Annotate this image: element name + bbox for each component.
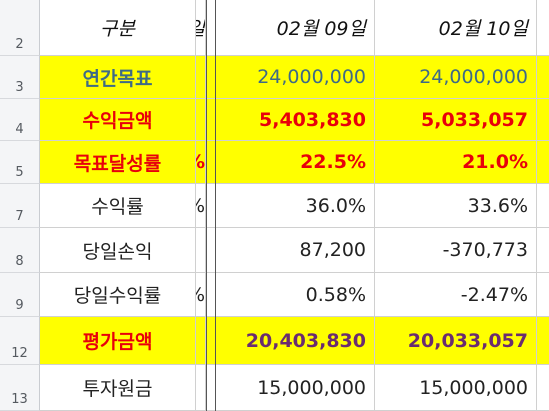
value-cell[interactable]: 5,033,057 (375, 99, 537, 141)
row-header-8[interactable]: 8 (0, 228, 40, 273)
partial-column-cell[interactable] (537, 228, 549, 273)
row-header-2[interactable]: 2 (0, 0, 40, 56)
partial-cell[interactable]: % (196, 184, 206, 228)
partial-cell[interactable] (196, 56, 206, 99)
header-partial-cell[interactable]: 일 (196, 0, 206, 56)
row-header-12[interactable]: 12 (0, 317, 40, 365)
label-cell-profit-amount[interactable]: 수익금액 (40, 99, 196, 141)
value-cell[interactable]: 36.0% (206, 184, 375, 228)
partial-cell[interactable]: % (196, 273, 206, 317)
value-cell[interactable]: -370,773 (375, 228, 537, 273)
label-cell-annual-target[interactable]: 연간목표 (40, 56, 196, 99)
header-label-cell[interactable]: 구분 (40, 0, 196, 56)
partial-column-cell[interactable] (537, 184, 549, 228)
row-header-4[interactable]: 4 (0, 99, 40, 141)
row-header-13[interactable]: 13 (0, 365, 40, 411)
label-cell-daily-return[interactable]: 당일수익률 (40, 273, 196, 317)
partial-column-cell[interactable] (537, 99, 549, 141)
value-cell[interactable]: 5,403,830 (206, 99, 375, 141)
row-header-9[interactable]: 9 (0, 273, 40, 317)
header-date-cell-2[interactable]: 02월 10일 (375, 0, 537, 56)
partial-cell[interactable] (196, 317, 206, 365)
partial-cell[interactable] (196, 365, 206, 411)
partial-column-cell[interactable] (537, 56, 549, 99)
value-cell[interactable]: -2.47% (375, 273, 537, 317)
label-cell-valuation[interactable]: 평가금액 (40, 317, 196, 365)
value-cell[interactable]: 20,403,830 (206, 317, 375, 365)
value-cell[interactable]: 21.0% (375, 141, 537, 184)
partial-column-cell[interactable] (537, 317, 549, 365)
partial-cell[interactable]: % (196, 141, 206, 184)
header-date-cell-1[interactable]: 02월 09일 (206, 0, 375, 56)
row-header-7[interactable]: 7 (0, 184, 40, 228)
partial-column-cell[interactable] (537, 141, 549, 184)
value-cell[interactable]: 22.5% (206, 141, 375, 184)
row-header-5[interactable]: 5 (0, 141, 40, 184)
label-cell-goal-achievement[interactable]: 목표달성률 (40, 141, 196, 184)
value-cell[interactable]: 15,000,000 (375, 365, 537, 411)
partial-column-cell[interactable] (537, 365, 549, 411)
partial-cell[interactable] (196, 228, 206, 273)
partial-column-cell[interactable] (537, 0, 549, 56)
value-cell[interactable]: 87,200 (206, 228, 375, 273)
label-cell-daily-pnl[interactable]: 당일손익 (40, 228, 196, 273)
value-cell[interactable]: 20,033,057 (375, 317, 537, 365)
hidden-column-separator (215, 0, 216, 411)
label-cell-principal[interactable]: 투자원금 (40, 365, 196, 411)
hidden-column-separator (206, 0, 207, 411)
value-cell[interactable]: 15,000,000 (206, 365, 375, 411)
value-cell[interactable]: 0.58% (206, 273, 375, 317)
value-cell[interactable]: 33.6% (375, 184, 537, 228)
value-cell[interactable]: 24,000,000 (375, 56, 537, 99)
partial-column-cell[interactable] (537, 273, 549, 317)
partial-cell[interactable] (196, 99, 206, 141)
label-cell-return-rate[interactable]: 수익률 (40, 184, 196, 228)
value-cell[interactable]: 24,000,000 (206, 56, 375, 99)
row-header-3[interactable]: 3 (0, 56, 40, 99)
